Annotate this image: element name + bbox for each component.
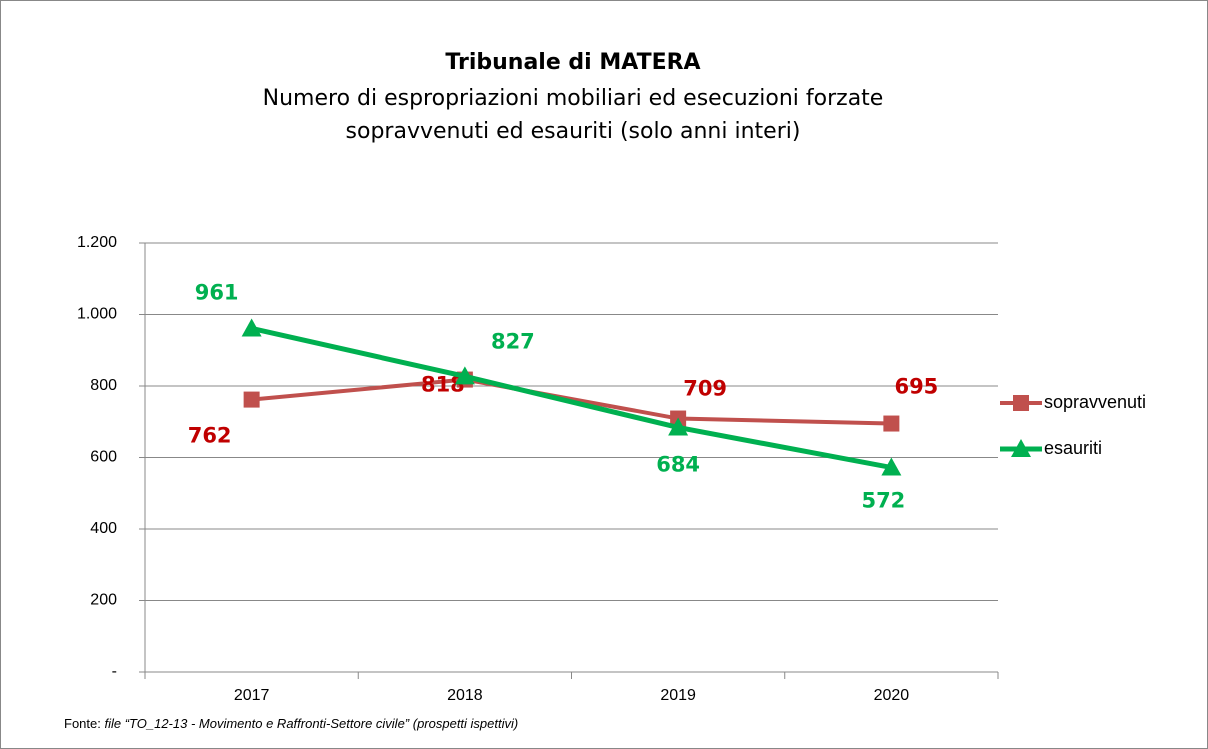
- marker: [241, 318, 262, 337]
- marker: [243, 391, 260, 408]
- data-label: 572: [861, 489, 905, 513]
- data-label: 827: [491, 329, 535, 353]
- y-tick-label: -: [112, 663, 117, 680]
- marker: [1011, 439, 1031, 457]
- y-tick-label: 600: [90, 449, 117, 466]
- chart-subtitle: sopravvenuti ed esauriti (solo anni inte…: [346, 119, 801, 144]
- data-label: 695: [894, 375, 938, 399]
- legend-label: esauriti: [1044, 438, 1102, 458]
- marker: [881, 457, 902, 476]
- source-text: file “TO_12-13 - Movimento e Raffronti-S…: [104, 716, 518, 731]
- data-label: 762: [188, 424, 232, 448]
- y-tick-label: 1.000: [77, 306, 117, 323]
- series-line: [251, 326, 892, 470]
- marker: [454, 366, 475, 385]
- data-label: 709: [683, 377, 727, 401]
- x-tick-label: 2019: [660, 687, 696, 704]
- x-tick-label: 2020: [874, 687, 910, 704]
- data-label: 684: [656, 452, 700, 476]
- marker: [668, 417, 689, 436]
- x-tick-label: 2017: [234, 687, 270, 704]
- chart-subtitle: Numero di espropriazioni mobiliari ed es…: [263, 86, 884, 111]
- source-note: Fonte: file “TO_12-13 - Movimento e Raff…: [64, 716, 518, 731]
- chart-title: Tribunale di MATERA: [445, 50, 700, 75]
- marker: [1013, 395, 1029, 411]
- source-prefix: Fonte:: [64, 716, 101, 731]
- marker: [883, 415, 900, 432]
- x-tick-label: 2018: [447, 687, 483, 704]
- y-tick-label: 800: [90, 377, 117, 394]
- series-line: [251, 377, 892, 426]
- y-tick-label: 200: [90, 592, 117, 609]
- y-tick-label: 1.200: [77, 234, 117, 251]
- data-label: 961: [195, 280, 239, 304]
- legend-label: sopravvenuti: [1044, 392, 1146, 412]
- y-tick-label: 400: [90, 520, 117, 537]
